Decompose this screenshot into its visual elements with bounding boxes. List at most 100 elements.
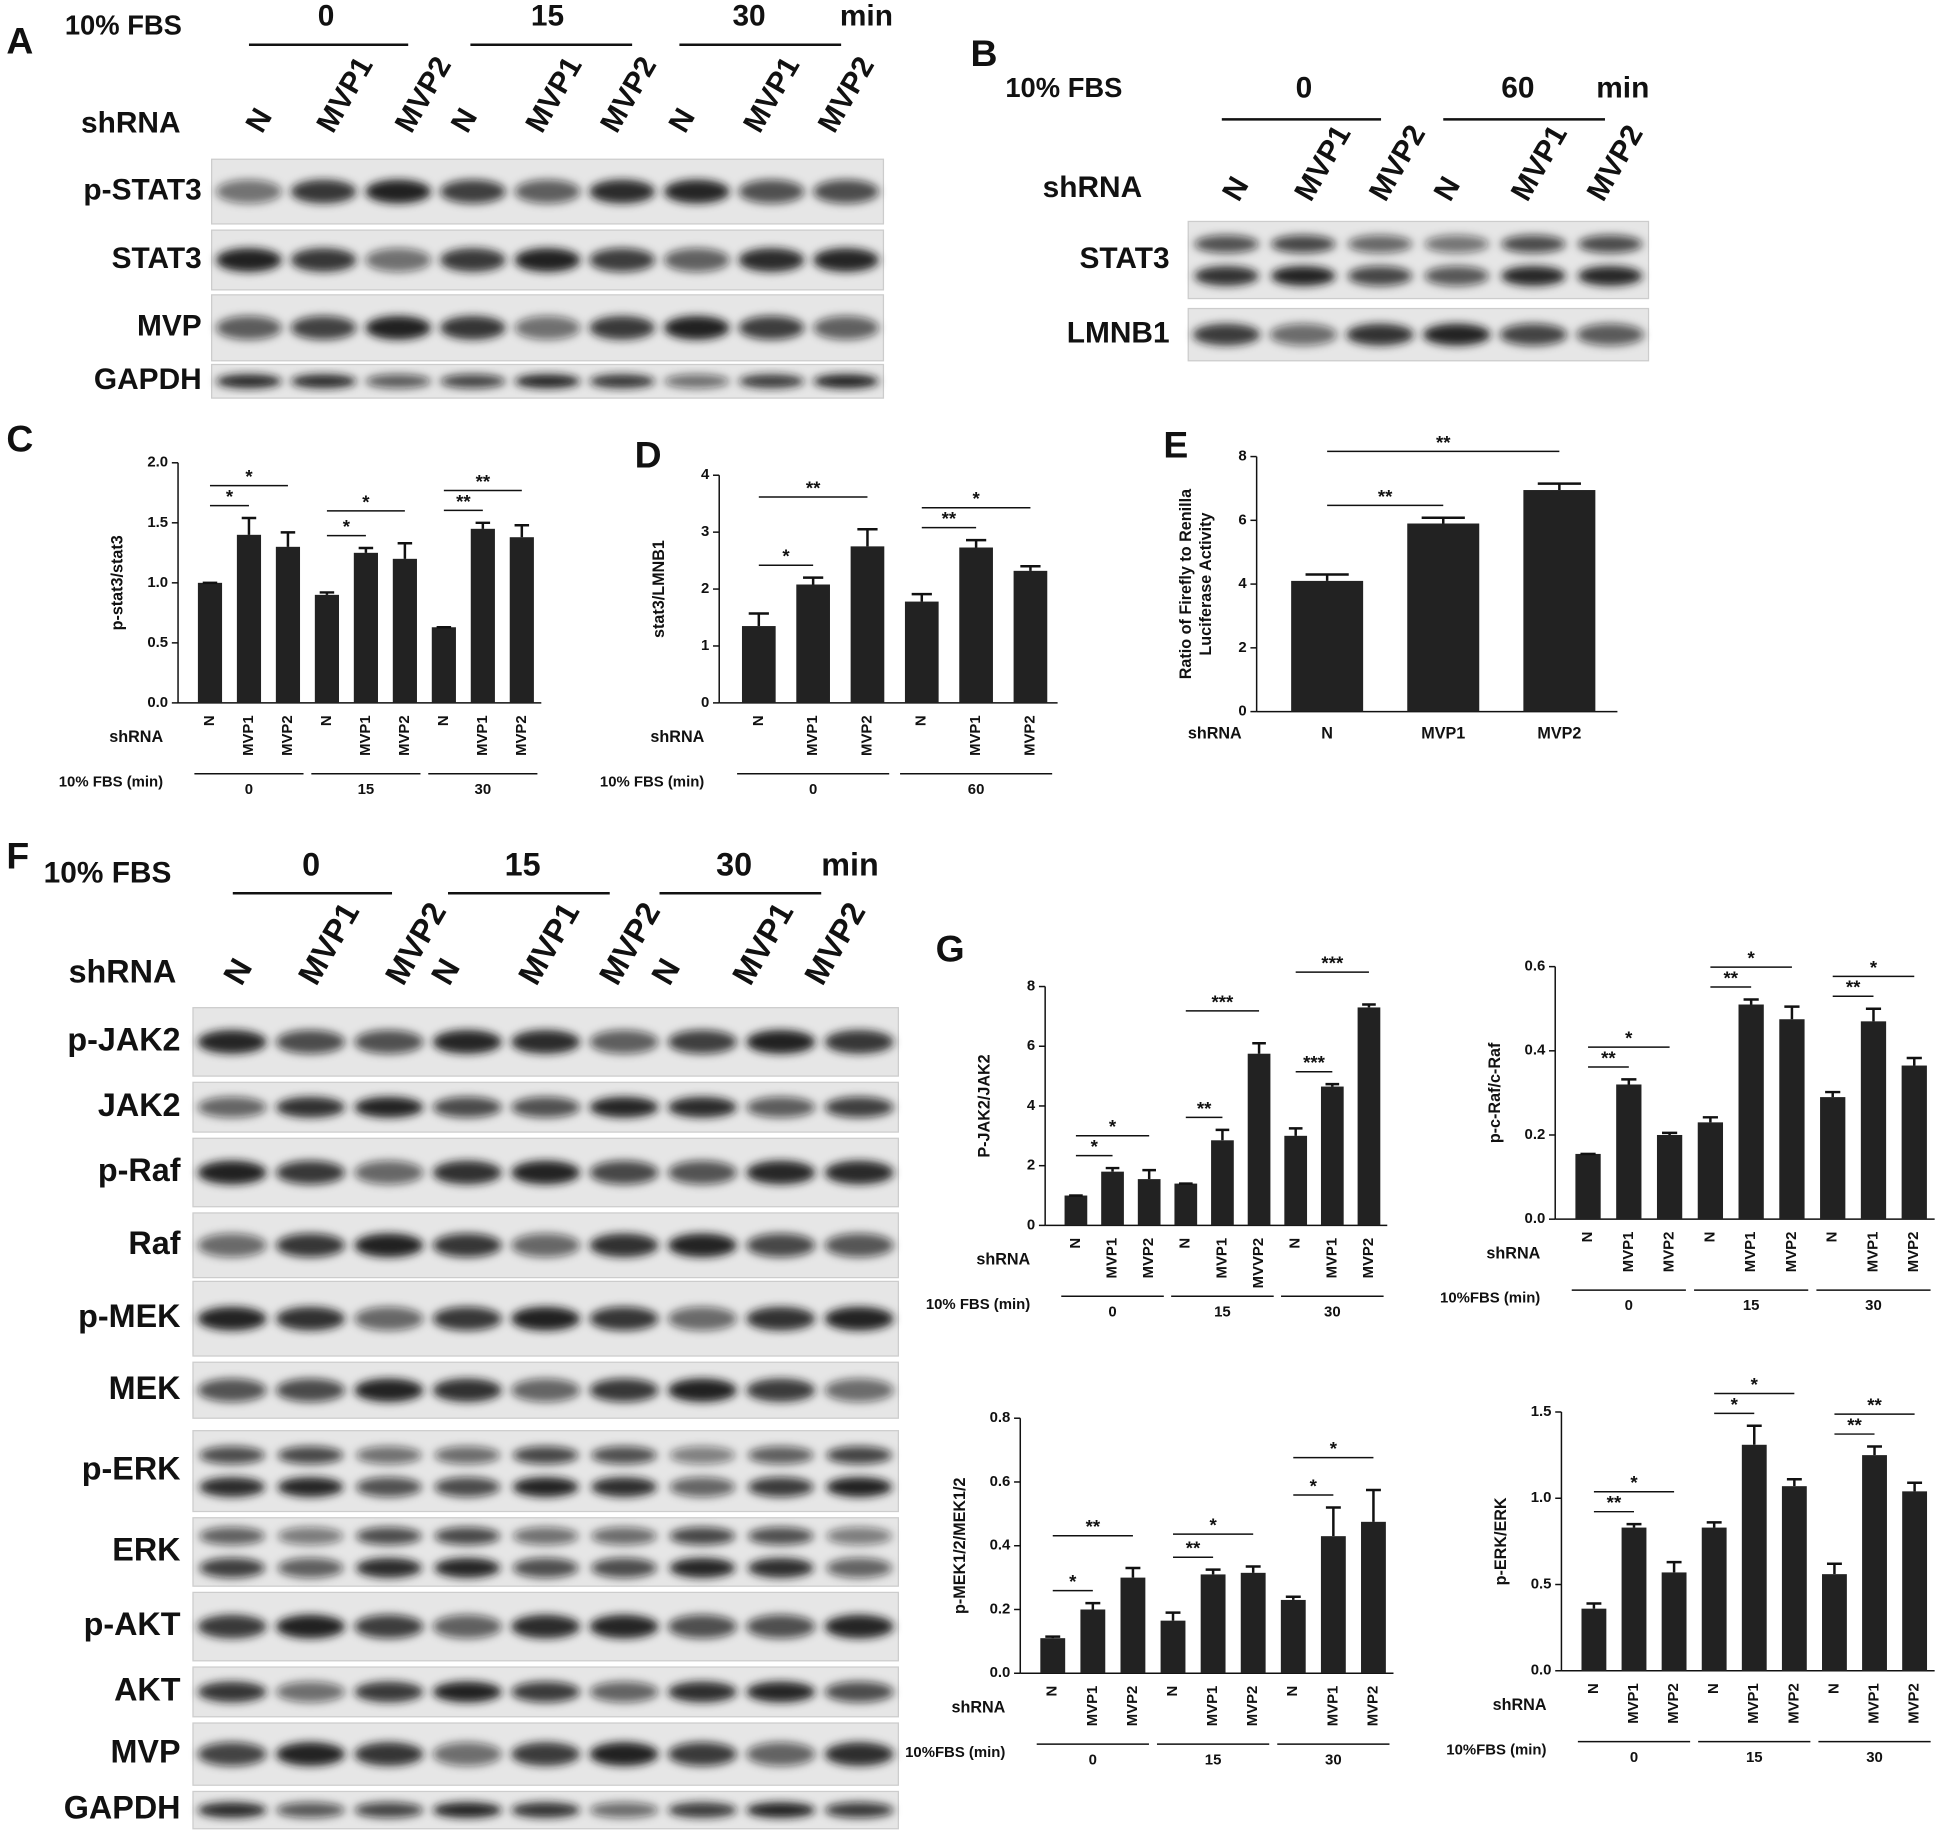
band — [197, 1614, 267, 1639]
x-tick-label: N — [1044, 1686, 1061, 1697]
y-tick-label: 3 — [701, 523, 709, 540]
band — [365, 248, 432, 272]
error-bar — [1020, 565, 1041, 571]
band — [1194, 265, 1259, 286]
significance-label: * — [1069, 1571, 1077, 1592]
x-tick-label: N — [1321, 724, 1333, 742]
lane-label: MVP2 — [1581, 120, 1650, 207]
band — [354, 1681, 424, 1703]
band — [276, 1614, 346, 1639]
row-label: ERK — [112, 1532, 181, 1568]
unit-label: min — [840, 0, 893, 32]
band — [667, 1306, 737, 1331]
panel-letter: D — [635, 434, 662, 476]
category-axis-label: shRNA — [951, 1698, 1005, 1716]
category-axis-label: shRNA — [1188, 724, 1242, 742]
row-label: JAK2 — [98, 1087, 181, 1123]
band — [365, 179, 432, 204]
x-tick-label: MVP2 — [1021, 715, 1038, 756]
x-tick-label: MVP1 — [1324, 1686, 1341, 1727]
y-tick-label: 0.0 — [990, 1664, 1011, 1681]
y-tick-label: 4 — [1027, 1097, 1036, 1114]
error-bar — [1245, 1565, 1261, 1573]
band — [432, 1233, 502, 1258]
band — [197, 1802, 267, 1818]
x-tick-label: MVP1 — [1864, 1232, 1881, 1273]
group-label: 30 — [1865, 1297, 1882, 1314]
significance-label: * — [1748, 948, 1756, 969]
x-tick-label: N — [435, 715, 452, 726]
error-bar — [1085, 1601, 1101, 1610]
band — [746, 1160, 816, 1185]
band — [1499, 323, 1568, 346]
band — [1501, 265, 1566, 286]
shrna-label: shRNA — [69, 954, 177, 990]
band — [738, 248, 805, 272]
error-bar — [1666, 1560, 1682, 1573]
band — [434, 1527, 501, 1545]
band — [512, 1477, 579, 1497]
x-tick-label: MVP1 — [804, 715, 821, 756]
x-tick-label: MVP1 — [357, 715, 374, 756]
lane-label: N — [445, 103, 484, 138]
band — [738, 374, 805, 389]
band — [511, 1681, 581, 1703]
band — [290, 179, 357, 204]
error-bar — [241, 516, 257, 535]
bar — [1240, 1572, 1266, 1674]
band — [589, 179, 656, 204]
bar — [1575, 1153, 1601, 1220]
bar — [1284, 1135, 1308, 1226]
y-tick-label: 6 — [1238, 511, 1246, 528]
x-tick-label: MVP1 — [1620, 1232, 1637, 1273]
row-label: p-JAK2 — [67, 1021, 180, 1057]
bar — [1407, 523, 1480, 712]
band — [1577, 235, 1643, 254]
band — [432, 1029, 502, 1054]
group-label: 0 — [1089, 1751, 1097, 1768]
y-tick-label: 0.4 — [990, 1537, 1011, 1554]
band — [1501, 235, 1566, 254]
band — [746, 1378, 816, 1402]
error-bar — [280, 531, 296, 547]
bar — [1357, 1007, 1381, 1226]
lane-label: MVP1 — [1288, 120, 1357, 207]
significance-label: ** — [476, 471, 491, 492]
row-label: p-STAT3 — [83, 173, 201, 206]
band — [197, 1096, 267, 1118]
y-axis-label: p-c-Raf/c-Raf — [1486, 1042, 1504, 1143]
band — [738, 179, 805, 204]
x-tick-label: MVP2 — [279, 715, 296, 756]
band — [669, 1446, 736, 1465]
band — [432, 1306, 502, 1331]
time-label: 30 — [732, 0, 765, 32]
error-bar — [397, 541, 413, 559]
band — [511, 1802, 581, 1818]
band — [746, 1233, 816, 1258]
error-bar — [748, 612, 769, 627]
band — [354, 1802, 424, 1818]
significance-label: ** — [1197, 1098, 1212, 1119]
time-label: 0 — [302, 847, 320, 883]
error-bar — [1626, 1522, 1642, 1528]
bar — [1320, 1086, 1344, 1226]
band — [1347, 235, 1413, 254]
band — [514, 374, 581, 389]
x-tick-label: MVP1 — [1103, 1238, 1120, 1279]
y-axis-label: Ratio of Firefly to Renilla — [1177, 488, 1195, 679]
lane-label: MVP1 — [511, 896, 586, 990]
x-tick-label: MVP2 — [1244, 1686, 1261, 1727]
band — [432, 1681, 502, 1703]
band — [824, 1681, 894, 1703]
y-axis-label: Luciferase Activity — [1197, 513, 1215, 656]
band — [747, 1446, 814, 1465]
y-tick-label: 0 — [1027, 1216, 1035, 1233]
significance-label: ** — [1086, 1516, 1101, 1537]
error-bar — [1285, 1595, 1301, 1600]
x-tick-label: MVP1 — [1204, 1686, 1221, 1727]
band — [589, 1742, 659, 1767]
blot-strip — [1187, 220, 1650, 300]
lane-label: MVP2 — [1363, 120, 1432, 207]
band — [512, 1557, 579, 1578]
band — [746, 1096, 816, 1118]
